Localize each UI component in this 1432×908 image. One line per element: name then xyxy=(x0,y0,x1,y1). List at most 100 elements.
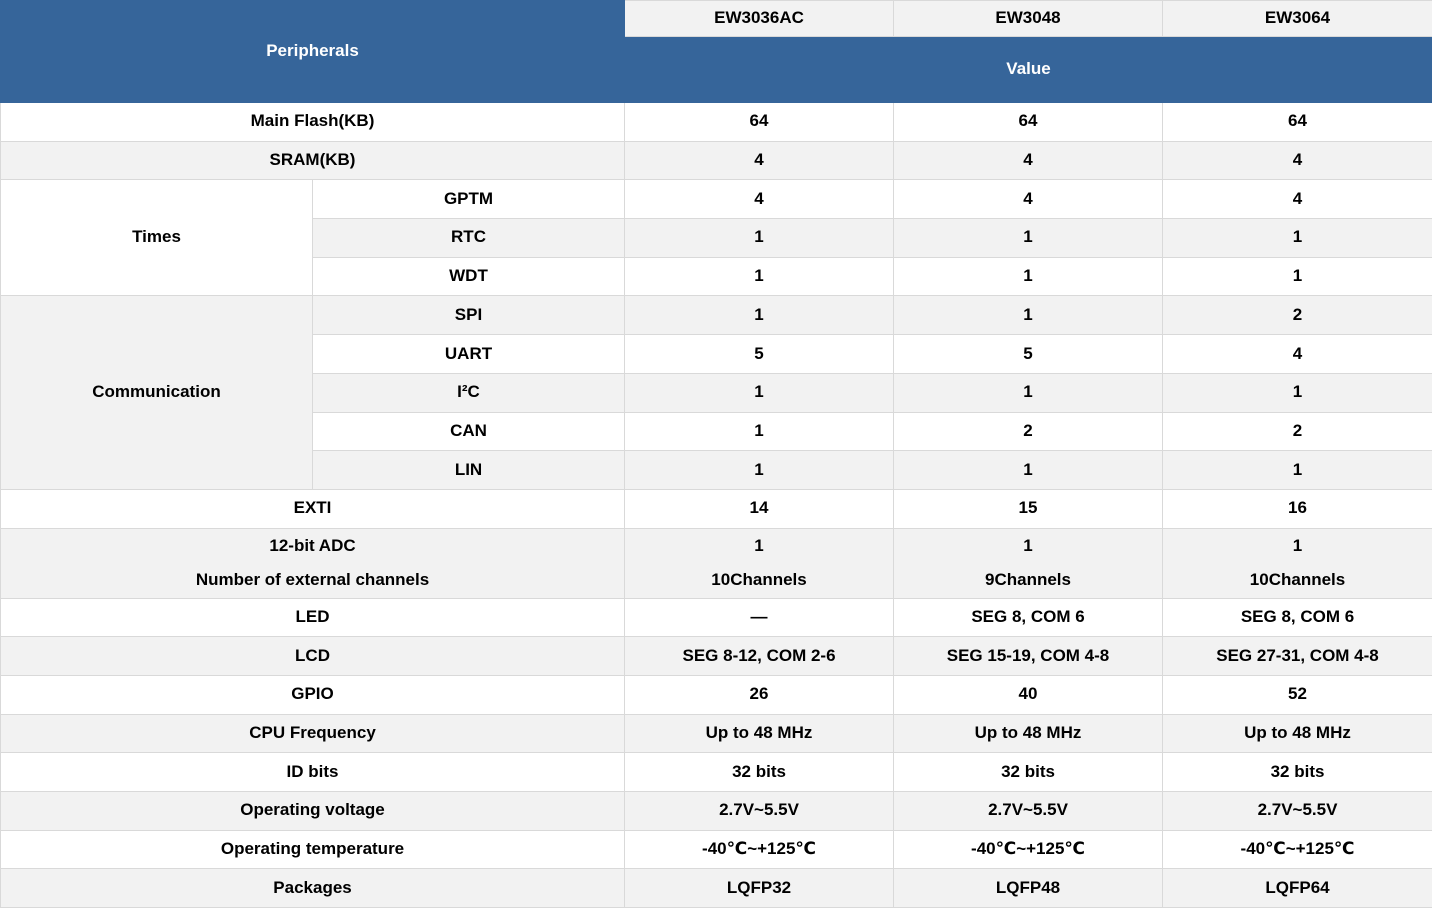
table-row: Times GPTM 4 4 4 xyxy=(1,180,1432,219)
cell-gptm-ew3048: 4 xyxy=(894,180,1163,219)
cell-operating-temperature-ew3036ac: -40℃~+125℃ xyxy=(625,830,894,869)
cell-can-ew3036ac: 1 xyxy=(625,412,894,451)
cell-gpio-ew3036ac: 26 xyxy=(625,675,894,714)
cell-exti-ew3036ac: 14 xyxy=(625,489,894,528)
row-label-gptm: GPTM xyxy=(313,180,625,219)
row-label-operating-temperature: Operating temperature xyxy=(1,830,625,869)
row-label-sram: SRAM(KB) xyxy=(1,141,625,180)
product-header-ew3064: EW3064 xyxy=(1163,1,1432,37)
cell-packages-ew3036ac: LQFP32 xyxy=(625,869,894,908)
cell-can-ew3048: 2 xyxy=(894,412,1163,451)
cell-rtc-ew3048: 1 xyxy=(894,219,1163,258)
cell-id-bits-ew3048: 32 bits xyxy=(894,753,1163,792)
row-label-id-bits: ID bits xyxy=(1,753,625,792)
cell-cpu-frequency-ew3048: Up to 48 MHz xyxy=(894,714,1163,753)
row-label-lin: LIN xyxy=(313,451,625,490)
row-label-can: CAN xyxy=(313,412,625,451)
table-row: SRAM(KB) 4 4 4 xyxy=(1,141,1432,180)
product-header-ew3036ac: EW3036AC xyxy=(625,1,894,37)
group-cell-communication: Communication xyxy=(1,296,313,489)
cell-lin-ew3064: 1 xyxy=(1163,451,1432,490)
row-label-spi: SPI xyxy=(313,296,625,335)
cell-spi-ew3064: 2 xyxy=(1163,296,1432,335)
cell-i2c-ew3048: 1 xyxy=(894,373,1163,412)
cell-exti-ew3064: 16 xyxy=(1163,489,1432,528)
cell-adc-ew3048: 1 9Channels xyxy=(894,528,1163,598)
table-row: 12-bit ADC Number of external channels 1… xyxy=(1,528,1432,598)
cell-operating-temperature-ew3048: -40℃~+125℃ xyxy=(894,830,1163,869)
cell-lin-ew3048: 1 xyxy=(894,451,1163,490)
cell-i2c-ew3064: 1 xyxy=(1163,373,1432,412)
cell-wdt-ew3048: 1 xyxy=(894,257,1163,296)
cell-exti-ew3048: 15 xyxy=(894,489,1163,528)
value-header: Value xyxy=(625,37,1432,103)
table-row: Packages LQFP32 LQFP48 LQFP64 xyxy=(1,869,1432,908)
cell-cpu-frequency-ew3036ac: Up to 48 MHz xyxy=(625,714,894,753)
cell-rtc-ew3064: 1 xyxy=(1163,219,1432,258)
row-label-packages: Packages xyxy=(1,869,625,908)
cell-cpu-frequency-ew3064: Up to 48 MHz xyxy=(1163,714,1432,753)
cell-i2c-ew3036ac: 1 xyxy=(625,373,894,412)
row-label-operating-voltage: Operating voltage xyxy=(1,792,625,831)
row-label-led: LED xyxy=(1,598,625,637)
row-label-rtc: RTC xyxy=(313,219,625,258)
cell-can-ew3064: 2 xyxy=(1163,412,1432,451)
table-row: Main Flash(KB) 64 64 64 xyxy=(1,103,1432,142)
row-label-gpio: GPIO xyxy=(1,675,625,714)
cell-spi-ew3048: 1 xyxy=(894,296,1163,335)
table-row: CPU Frequency Up to 48 MHz Up to 48 MHz … xyxy=(1,714,1432,753)
cell-gptm-ew3064: 4 xyxy=(1163,180,1432,219)
cell-lcd-ew3064: SEG 27-31, COM 4-8 xyxy=(1163,637,1432,676)
cell-main-flash-ew3048: 64 xyxy=(894,103,1163,142)
cell-rtc-ew3036ac: 1 xyxy=(625,219,894,258)
table-row: LED — SEG 8, COM 6 SEG 8, COM 6 xyxy=(1,598,1432,637)
table-row: Operating voltage 2.7V~5.5V 2.7V~5.5V 2.… xyxy=(1,792,1432,831)
cell-led-ew3064: SEG 8, COM 6 xyxy=(1163,598,1432,637)
cell-gpio-ew3064: 52 xyxy=(1163,675,1432,714)
table-row: ID bits 32 bits 32 bits 32 bits xyxy=(1,753,1432,792)
cell-lcd-ew3036ac: SEG 8-12, COM 2-6 xyxy=(625,637,894,676)
peripherals-header: Peripherals xyxy=(1,1,625,103)
cell-sram-ew3064: 4 xyxy=(1163,141,1432,180)
table-row: EXTI 14 15 16 xyxy=(1,489,1432,528)
cell-operating-temperature-ew3064: -40℃~+125℃ xyxy=(1163,830,1432,869)
cell-operating-voltage-ew3064: 2.7V~5.5V xyxy=(1163,792,1432,831)
cell-spi-ew3036ac: 1 xyxy=(625,296,894,335)
row-label-main-flash: Main Flash(KB) xyxy=(1,103,625,142)
cell-uart-ew3048: 5 xyxy=(894,335,1163,374)
cell-sram-ew3036ac: 4 xyxy=(625,141,894,180)
cell-uart-ew3036ac: 5 xyxy=(625,335,894,374)
table-row: GPIO 26 40 52 xyxy=(1,675,1432,714)
cell-main-flash-ew3036ac: 64 xyxy=(625,103,894,142)
cell-led-ew3048: SEG 8, COM 6 xyxy=(894,598,1163,637)
cell-sram-ew3048: 4 xyxy=(894,141,1163,180)
table-row: Operating temperature -40℃~+125℃ -40℃~+1… xyxy=(1,830,1432,869)
cell-operating-voltage-ew3048: 2.7V~5.5V xyxy=(894,792,1163,831)
product-header-ew3048: EW3048 xyxy=(894,1,1163,37)
cell-lcd-ew3048: SEG 15-19, COM 4-8 xyxy=(894,637,1163,676)
row-label-i2c: I²C xyxy=(313,373,625,412)
cell-led-ew3036ac: — xyxy=(625,598,894,637)
cell-packages-ew3064: LQFP64 xyxy=(1163,869,1432,908)
cell-main-flash-ew3064: 64 xyxy=(1163,103,1432,142)
group-cell-times: Times xyxy=(1,180,313,296)
product-header-row: Peripherals EW3036AC EW3048 EW3064 xyxy=(1,1,1432,37)
row-label-wdt: WDT xyxy=(313,257,625,296)
cell-wdt-ew3064: 1 xyxy=(1163,257,1432,296)
cell-gpio-ew3048: 40 xyxy=(894,675,1163,714)
row-label-adc: 12-bit ADC Number of external channels xyxy=(1,528,625,598)
cell-adc-ew3036ac: 1 10Channels xyxy=(625,528,894,598)
row-label-cpu-frequency: CPU Frequency xyxy=(1,714,625,753)
cell-uart-ew3064: 4 xyxy=(1163,335,1432,374)
table-row: Communication SPI 1 1 2 xyxy=(1,296,1432,335)
cell-operating-voltage-ew3036ac: 2.7V~5.5V xyxy=(625,792,894,831)
cell-adc-ew3064: 1 10Channels xyxy=(1163,528,1432,598)
cell-gptm-ew3036ac: 4 xyxy=(625,180,894,219)
table-body: Main Flash(KB) 64 64 64 SRAM(KB) 4 4 4 T… xyxy=(1,103,1432,908)
table-row: LCD SEG 8-12, COM 2-6 SEG 15-19, COM 4-8… xyxy=(1,637,1432,676)
table-header: Peripherals EW3036AC EW3048 EW3064 Value xyxy=(1,1,1432,103)
cell-id-bits-ew3036ac: 32 bits xyxy=(625,753,894,792)
cell-lin-ew3036ac: 1 xyxy=(625,451,894,490)
cell-wdt-ew3036ac: 1 xyxy=(625,257,894,296)
